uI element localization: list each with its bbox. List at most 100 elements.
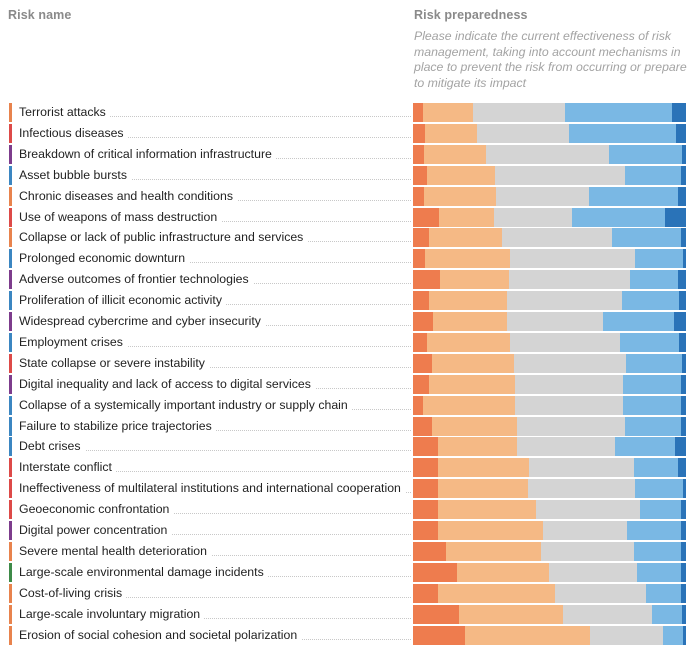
preparedness-bar (413, 437, 686, 457)
risk-name-label: Collapse of a systemically important ind… (19, 397, 352, 413)
risk-row: Collapse or lack of public infrastructur… (0, 227, 696, 248)
segment-ineffective (422, 103, 473, 122)
segment-very-effective (680, 374, 686, 394)
segment-very-effective (680, 228, 686, 248)
preparedness-bar (413, 374, 686, 394)
segment-neutral (509, 332, 621, 352)
segment-very-effective (680, 521, 686, 540)
category-marker (9, 270, 12, 290)
category-marker (9, 458, 12, 478)
category-marker (9, 123, 12, 143)
segment-ineffective (437, 500, 536, 520)
segment-ineffective (437, 583, 555, 603)
segment-neutral (515, 374, 624, 394)
segment-effective (609, 144, 682, 164)
leader-dots (19, 554, 411, 556)
category-marker (9, 604, 12, 624)
segment-ineffective (437, 437, 517, 457)
risk-row: Proliferation of illicit economic activi… (0, 290, 696, 311)
risk-name-label: Infectious diseases (19, 125, 128, 141)
leader-dots (19, 116, 411, 117)
preparedness-bar (413, 458, 686, 478)
segment-ineffective (433, 312, 508, 331)
preparedness-bar (413, 332, 686, 352)
segment-very-effective (680, 165, 686, 185)
category-marker (9, 312, 12, 331)
risk-name-label: Proliferation of illicit economic activi… (19, 293, 226, 309)
segment-ineffective (445, 541, 542, 561)
segment-ineffective (439, 207, 494, 227)
preparedness-bar (413, 521, 686, 540)
leader-dots (19, 345, 411, 347)
segment-neutral (507, 312, 603, 331)
segment-effective (651, 604, 682, 624)
risk-preparedness-header: Risk preparedness (414, 8, 528, 22)
category-marker (9, 625, 12, 645)
leader-dots (19, 178, 411, 180)
segment-effective (612, 228, 681, 248)
segment-ineffective (429, 291, 508, 311)
segment-very-effective (680, 562, 686, 582)
preparedness-bar (413, 416, 686, 436)
segment-very-ineffective (413, 374, 430, 394)
preparedness-bar (413, 583, 686, 603)
preparedness-bar (413, 395, 686, 415)
category-marker (9, 479, 12, 499)
segment-ineffective (429, 374, 516, 394)
risk-name-label: Severe mental health deterioration (19, 543, 211, 559)
segment-very-effective (681, 604, 686, 624)
preparedness-bar (413, 625, 686, 645)
risk-row: Digital power concentration (0, 520, 696, 541)
category-marker (9, 165, 12, 185)
segment-neutral (507, 291, 622, 311)
risk-name-label: Ineffectiveness of multilateral institut… (19, 481, 405, 497)
segment-neutral (516, 437, 615, 457)
category-marker (9, 521, 12, 540)
risk-row: Failure to stabilize price trajectories (0, 416, 696, 437)
risk-name-label: Cost-of-living crisis (19, 585, 127, 601)
segment-very-ineffective (413, 249, 426, 269)
category-marker (9, 374, 12, 394)
preparedness-bar (413, 207, 686, 227)
category-marker (9, 228, 12, 248)
segment-very-effective (676, 123, 686, 143)
segment-very-ineffective (413, 291, 430, 311)
segment-ineffective (437, 521, 543, 540)
preparedness-bar (413, 249, 686, 269)
leader-dots (19, 596, 411, 598)
segment-effective (621, 291, 680, 311)
segment-effective (565, 103, 673, 122)
risk-name-label: Asset bubble bursts (19, 167, 132, 183)
segment-neutral (509, 249, 636, 269)
risk-row: Large-scale environmental damage inciden… (0, 562, 696, 583)
segment-very-effective (677, 458, 686, 478)
risk-name-label: Widespread cybercrime and cyber insecuri… (19, 314, 265, 329)
segment-effective (635, 479, 684, 499)
category-marker (9, 583, 12, 603)
risk-row: Geoeconomic confrontation (0, 499, 696, 520)
risk-name-label: Digital power concentration (19, 523, 172, 538)
segment-very-ineffective (413, 437, 438, 457)
risk-name-label: Debt crises (19, 439, 85, 455)
segment-ineffective (425, 249, 510, 269)
segment-effective (620, 332, 680, 352)
segment-very-ineffective (413, 123, 426, 143)
segment-ineffective (440, 270, 509, 290)
segment-effective (602, 312, 674, 331)
category-marker (9, 144, 12, 164)
segment-effective (624, 416, 681, 436)
segment-ineffective (425, 123, 478, 143)
preparedness-bar (413, 123, 686, 143)
segment-neutral (477, 123, 569, 143)
segment-very-effective (680, 500, 686, 520)
preparedness-instruction: Please indicate the current effectivenes… (414, 29, 687, 90)
category-marker (9, 103, 12, 122)
segment-very-ineffective (413, 541, 446, 561)
segment-neutral (496, 186, 590, 206)
category-marker (9, 541, 12, 561)
risk-name-label: Geoeconomic confrontation (19, 502, 174, 518)
risk-name-label: Use of weapons of mass destruction (19, 209, 222, 225)
segment-very-ineffective (413, 103, 423, 122)
segment-very-effective (679, 291, 686, 311)
segment-effective (635, 249, 684, 269)
